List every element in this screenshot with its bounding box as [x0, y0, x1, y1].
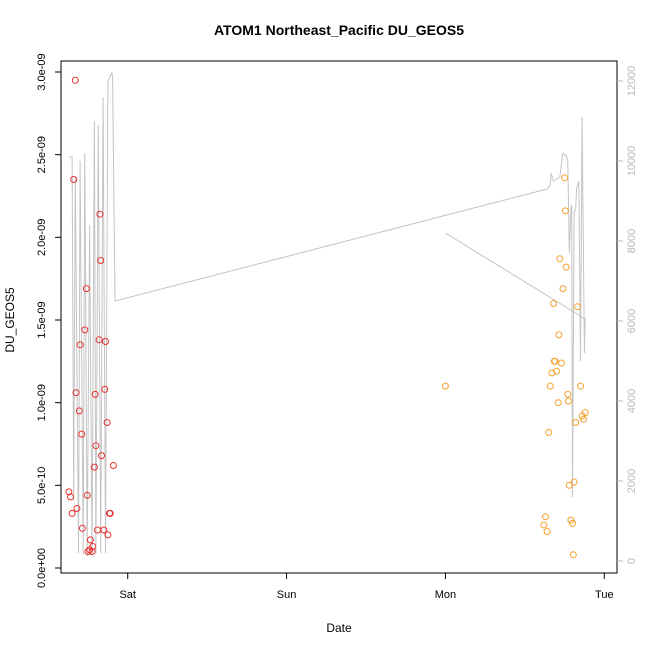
altitude-line-layer	[68, 71, 586, 558]
data-point	[89, 543, 97, 550]
data-point	[106, 509, 114, 517]
data-point	[572, 419, 580, 426]
right-y-tick-label: 2000	[626, 469, 638, 493]
data-point	[545, 428, 553, 436]
data-point	[548, 369, 556, 377]
data-point	[581, 409, 589, 417]
x-tick-label: Tue	[595, 589, 614, 601]
data-point	[67, 493, 74, 501]
data-point	[81, 326, 89, 334]
data-point	[88, 548, 96, 555]
data-point	[83, 491, 91, 499]
right-y-tick-label: 8000	[626, 229, 638, 253]
y-tick-label: 3.0e-09	[36, 53, 48, 90]
plot-frame	[60, 60, 618, 574]
data-points-layer	[65, 76, 589, 559]
right-y-tick-label: 10000	[626, 146, 638, 177]
data-point	[82, 285, 90, 293]
data-point	[557, 359, 565, 367]
y-tick-label: 5.0e-10	[36, 467, 48, 504]
data-point	[90, 463, 98, 471]
x-tick-label: Mon	[435, 589, 456, 601]
data-point	[65, 488, 73, 496]
data-point	[567, 516, 575, 524]
data-point	[86, 536, 94, 544]
data-point	[569, 519, 576, 527]
data-point	[92, 442, 100, 450]
data-point	[556, 255, 564, 263]
right-y-tick-label: 4000	[626, 389, 638, 413]
y-axis-label: DU_GEOS5	[3, 287, 17, 353]
data-point	[546, 382, 554, 390]
data-point	[561, 174, 569, 182]
y-tick-label: 2.0e-09	[36, 219, 48, 256]
chart-title: ATOM1 Northeast_Pacific DU_GEOS5	[214, 22, 464, 38]
data-point	[565, 481, 573, 489]
data-point	[73, 505, 81, 512]
right-y-axis: 0 2000 4000 6000 8000 10000 12000	[617, 66, 638, 564]
data-point	[101, 385, 109, 393]
x-axis: Sat Sun Mon Tue	[119, 573, 614, 601]
data-point	[553, 367, 561, 375]
y-tick-label: 2.5e-09	[36, 136, 48, 173]
altitude-line	[68, 71, 586, 558]
data-point	[70, 176, 78, 183]
data-point	[96, 210, 104, 218]
data-point	[68, 509, 76, 517]
data-point	[577, 382, 584, 390]
data-point	[570, 478, 578, 486]
data-point	[580, 415, 588, 423]
data-point	[551, 357, 559, 365]
data-point	[72, 389, 80, 397]
data-point	[562, 263, 570, 271]
y-tick-label: 0.0e+00	[36, 548, 48, 588]
data-point	[573, 303, 581, 311]
right-y-tick-label: 12000	[626, 66, 638, 97]
data-point	[100, 526, 108, 534]
data-point	[550, 300, 557, 307]
data-point	[565, 397, 572, 405]
data-point	[71, 76, 79, 84]
data-point	[564, 390, 572, 398]
data-point	[542, 513, 549, 521]
x-tick-label: Sun	[277, 589, 297, 601]
data-point	[109, 462, 117, 469]
data-point	[104, 531, 112, 539]
y-tick-label: 1.0e-09	[36, 384, 48, 421]
data-point	[569, 551, 577, 559]
data-point	[102, 338, 109, 345]
data-point	[540, 521, 548, 529]
data-point	[554, 399, 562, 407]
data-point	[95, 336, 103, 344]
data-point	[84, 548, 92, 555]
data-point	[561, 207, 569, 215]
data-point	[76, 341, 84, 349]
right-y-tick-label: 6000	[626, 309, 638, 333]
data-point	[543, 528, 551, 536]
data-point	[98, 452, 105, 460]
right-y-tick-label: 0	[626, 558, 638, 564]
data-point	[78, 524, 86, 532]
data-point	[91, 390, 99, 398]
data-point	[559, 285, 567, 293]
x-axis-label: Date	[326, 621, 352, 635]
y-axis: 0.0e+00 5.0e-10 1.0e-09 1.5e-09 2.0e-09 2.5e-…	[36, 53, 61, 588]
data-point	[75, 407, 83, 415]
y-tick-label: 1.5e-09	[36, 301, 48, 338]
data-point	[441, 382, 449, 390]
data-point	[97, 257, 105, 264]
data-point	[555, 331, 563, 339]
x-tick-label: Sat	[119, 589, 136, 601]
data-point	[78, 430, 86, 438]
data-point	[103, 419, 111, 426]
